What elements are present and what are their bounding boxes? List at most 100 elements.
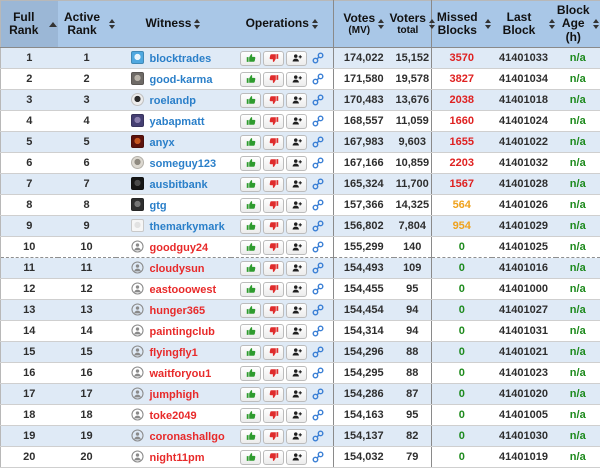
chain-link-icon[interactable] [312,136,324,148]
chain-link-icon[interactable] [312,199,324,211]
chain-link-icon[interactable] [312,430,324,442]
chain-link-icon[interactable] [312,367,324,379]
set-proxy-button[interactable] [286,345,307,360]
set-proxy-button[interactable] [286,156,307,171]
col-header-operations[interactable]: Operations [231,1,334,48]
set-proxy-button[interactable] [286,261,307,276]
witness-link[interactable]: cloudysun [150,263,205,275]
chain-link-icon[interactable] [312,283,324,295]
upvote-button[interactable] [240,156,261,171]
downvote-button[interactable] [263,324,284,339]
chain-link-icon[interactable] [312,241,324,253]
upvote-button[interactable] [240,303,261,318]
witness-link[interactable]: someguy123 [150,158,217,170]
downvote-button[interactable] [263,93,284,108]
set-proxy-button[interactable] [286,51,307,66]
col-header-votes[interactable]: Votes(MV) [334,1,394,48]
downvote-button[interactable] [263,198,284,213]
upvote-button[interactable] [240,408,261,423]
upvote-button[interactable] [240,429,261,444]
set-proxy-button[interactable] [286,177,307,192]
witness-link[interactable]: blocktrades [150,53,212,65]
witness-link[interactable]: gtg [150,200,167,212]
witness-link[interactable]: night11pm [150,452,205,464]
witness-link[interactable]: toke2049 [150,410,197,422]
chain-link-icon[interactable] [312,73,324,85]
chain-link-icon[interactable] [312,388,324,400]
witness-link[interactable]: yabapmatt [150,116,205,128]
downvote-button[interactable] [263,240,284,255]
upvote-button[interactable] [240,114,261,129]
set-proxy-button[interactable] [286,450,307,465]
downvote-button[interactable] [263,72,284,87]
set-proxy-button[interactable] [286,324,307,339]
witness-link[interactable]: roelandp [150,95,196,107]
downvote-button[interactable] [263,51,284,66]
upvote-button[interactable] [240,93,261,108]
set-proxy-button[interactable] [286,93,307,108]
chain-link-icon[interactable] [312,157,324,169]
set-proxy-button[interactable] [286,72,307,87]
witness-link[interactable]: good-karma [150,74,213,86]
witness-link[interactable]: ausbitbank [150,179,208,191]
upvote-button[interactable] [240,198,261,213]
downvote-button[interactable] [263,114,284,129]
witness-link[interactable]: anyx [150,137,175,149]
set-proxy-button[interactable] [286,408,307,423]
chain-link-icon[interactable] [312,304,324,316]
downvote-button[interactable] [263,429,284,444]
col-header-full-rank[interactable]: Full Rank [1,1,58,48]
witness-link[interactable]: coronashallgo [150,431,225,443]
upvote-button[interactable] [240,387,261,402]
set-proxy-button[interactable] [286,366,307,381]
upvote-button[interactable] [240,51,261,66]
set-proxy-button[interactable] [286,198,307,213]
chain-link-icon[interactable] [312,178,324,190]
chain-link-icon[interactable] [312,220,324,232]
set-proxy-button[interactable] [286,114,307,129]
upvote-button[interactable] [240,135,261,150]
downvote-button[interactable] [263,387,284,402]
witness-link[interactable]: hunger365 [150,305,206,317]
downvote-button[interactable] [263,261,284,276]
downvote-button[interactable] [263,135,284,150]
downvote-button[interactable] [263,366,284,381]
upvote-button[interactable] [240,282,261,297]
witness-link[interactable]: goodguy24 [150,242,209,254]
upvote-button[interactable] [240,240,261,255]
upvote-button[interactable] [240,219,261,234]
downvote-button[interactable] [263,282,284,297]
set-proxy-button[interactable] [286,240,307,255]
chain-link-icon[interactable] [312,52,324,64]
set-proxy-button[interactable] [286,282,307,297]
set-proxy-button[interactable] [286,135,307,150]
upvote-button[interactable] [240,450,261,465]
upvote-button[interactable] [240,72,261,87]
set-proxy-button[interactable] [286,387,307,402]
chain-link-icon[interactable] [312,325,324,337]
witness-link[interactable]: eastooowest [150,284,217,296]
downvote-button[interactable] [263,219,284,234]
chain-link-icon[interactable] [312,451,324,463]
witness-link[interactable]: jumphigh [150,389,200,401]
col-header-witness[interactable]: Witness [116,1,231,48]
downvote-button[interactable] [263,177,284,192]
witness-link[interactable]: waitforyou1 [150,368,212,380]
chain-link-icon[interactable] [312,115,324,127]
downvote-button[interactable] [263,345,284,360]
upvote-button[interactable] [240,345,261,360]
col-header-missed-blocks[interactable]: Missed Blocks [432,1,492,48]
downvote-button[interactable] [263,303,284,318]
witness-link[interactable]: paintingclub [150,326,215,338]
downvote-button[interactable] [263,408,284,423]
col-header-active-rank[interactable]: Active Rank [58,1,116,48]
upvote-button[interactable] [240,177,261,192]
witness-link[interactable]: flyingfly1 [150,347,198,359]
set-proxy-button[interactable] [286,429,307,444]
downvote-button[interactable] [263,156,284,171]
set-proxy-button[interactable] [286,303,307,318]
upvote-button[interactable] [240,366,261,381]
chain-link-icon[interactable] [312,94,324,106]
set-proxy-button[interactable] [286,219,307,234]
